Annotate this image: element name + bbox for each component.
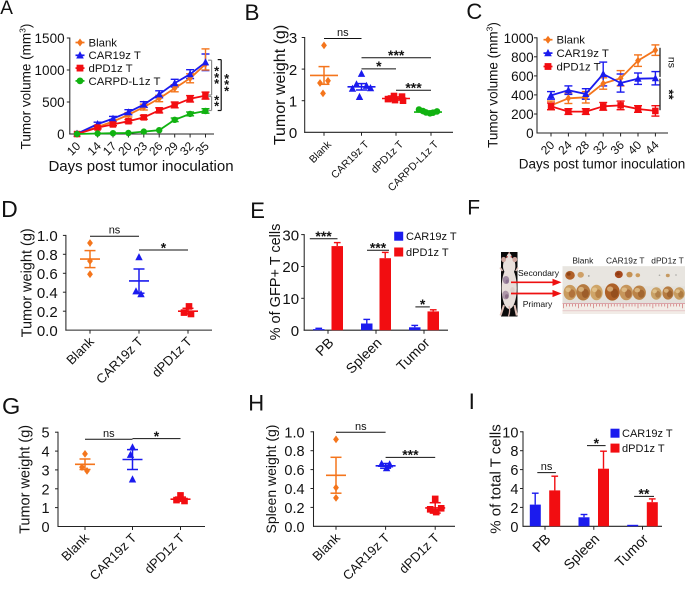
svg-text:Days post tumor inoculation: Days post tumor inoculation	[519, 157, 685, 172]
svg-text:D: D	[1, 196, 18, 222]
svg-text:0: 0	[57, 127, 65, 142]
svg-text:Tumor weight (g): Tumor weight (g)	[272, 25, 289, 145]
svg-text:30: 30	[282, 227, 299, 244]
svg-text:A: A	[0, 0, 13, 19]
svg-text:G: G	[2, 393, 20, 419]
svg-text:C: C	[466, 0, 482, 24]
svg-text:0.0: 0.0	[37, 323, 58, 340]
svg-text:**: **	[662, 89, 677, 100]
svg-text:% of GFP+ T cells: % of GFP+ T cells	[268, 224, 284, 341]
svg-text:0.8: 0.8	[284, 444, 304, 460]
svg-text:4: 4	[510, 482, 518, 498]
svg-text:6: 6	[510, 463, 518, 479]
svg-text:0: 0	[289, 125, 297, 142]
svg-text:ns: ns	[666, 57, 678, 68]
svg-text:H: H	[248, 391, 264, 416]
svg-text:dPD1z T: dPD1z T	[651, 256, 683, 266]
svg-text:5: 5	[42, 426, 50, 442]
svg-text:0.2: 0.2	[284, 501, 304, 517]
svg-text:Secondary: Secondary	[518, 268, 560, 278]
svg-text:10: 10	[502, 425, 518, 441]
svg-text:**: **	[639, 486, 650, 502]
svg-text:0: 0	[526, 126, 534, 141]
svg-text:*: *	[420, 296, 426, 312]
svg-text:800: 800	[511, 50, 534, 65]
svg-text:0.0: 0.0	[284, 520, 304, 536]
svg-text:Tumor volume (mm3): Tumor volume (mm3)	[485, 22, 501, 148]
svg-text:*: *	[594, 435, 600, 451]
svg-text:% of total T cells: % of total T cells	[488, 424, 505, 534]
svg-text:***: ***	[405, 80, 422, 96]
svg-text:ns: ns	[541, 461, 553, 473]
svg-text:Tumor volume (mm3): Tumor volume (mm3)	[18, 24, 34, 150]
svg-text:1.0: 1.0	[37, 228, 58, 245]
svg-text:400: 400	[511, 88, 534, 103]
svg-text:CAR19z T: CAR19z T	[606, 256, 644, 266]
svg-text:3: 3	[289, 30, 297, 47]
svg-text:***: ***	[315, 228, 332, 244]
svg-text:***: ***	[370, 240, 387, 256]
svg-text:*: *	[154, 428, 160, 444]
svg-text:Blank: Blank	[557, 35, 586, 47]
svg-text:dPD1z T: dPD1z T	[557, 61, 601, 73]
svg-text:CAR19z T: CAR19z T	[406, 231, 457, 243]
svg-text:0: 0	[291, 323, 299, 340]
svg-text:1: 1	[42, 501, 50, 517]
svg-text:***: ***	[388, 47, 405, 63]
svg-text:1: 1	[289, 93, 297, 110]
svg-text:dPD1z T: dPD1z T	[406, 247, 449, 259]
svg-text:10: 10	[282, 291, 299, 308]
svg-text:CARPD-L1z T: CARPD-L1z T	[89, 76, 161, 88]
svg-text:20: 20	[282, 259, 299, 276]
svg-text:0.8: 0.8	[37, 247, 58, 264]
svg-text:B: B	[245, 0, 260, 25]
svg-text:*: *	[161, 239, 167, 255]
svg-text:0: 0	[510, 520, 518, 536]
svg-text:500: 500	[42, 95, 65, 110]
svg-text:1.0: 1.0	[284, 425, 304, 441]
svg-text:Tumor weight (g): Tumor weight (g)	[18, 425, 34, 534]
svg-text:1000: 1000	[35, 63, 65, 78]
svg-text:0.6: 0.6	[37, 266, 58, 283]
svg-text:CAR19z T: CAR19z T	[557, 48, 609, 60]
svg-text:2: 2	[510, 501, 518, 517]
svg-text:0.6: 0.6	[284, 463, 304, 479]
svg-text:Spleen weight (g): Spleen weight (g)	[263, 425, 279, 534]
svg-text:ns: ns	[337, 27, 349, 39]
svg-text:2: 2	[42, 482, 50, 498]
svg-text:0.4: 0.4	[284, 482, 304, 498]
svg-text:200: 200	[511, 107, 534, 122]
svg-text:8: 8	[510, 444, 518, 460]
svg-text:1500: 1500	[35, 31, 65, 46]
svg-text:***: ***	[402, 447, 419, 463]
svg-text:2: 2	[289, 62, 297, 79]
svg-text:0: 0	[42, 520, 50, 536]
svg-text:0.4: 0.4	[37, 285, 58, 302]
svg-text:ns: ns	[355, 421, 367, 433]
svg-text:F: F	[467, 197, 480, 220]
svg-text:3: 3	[42, 463, 50, 479]
svg-text:ns: ns	[109, 225, 121, 237]
svg-text:4: 4	[42, 445, 50, 461]
svg-text:Days post tumor inoculation: Days post tumor inoculation	[48, 158, 233, 175]
svg-text:dPD1z T: dPD1z T	[89, 63, 133, 75]
svg-text:0.2: 0.2	[37, 304, 58, 321]
svg-text:Blank: Blank	[572, 256, 594, 266]
svg-text:CAR19z T: CAR19z T	[622, 428, 673, 440]
svg-text:E: E	[250, 198, 265, 223]
svg-text:Primary: Primary	[523, 299, 553, 309]
svg-text:dPD1z T: dPD1z T	[622, 443, 665, 455]
svg-text:Tumor weight (g): Tumor weight (g)	[20, 228, 36, 337]
svg-text:1000: 1000	[504, 31, 534, 46]
svg-text:CAR19z T: CAR19z T	[89, 50, 141, 62]
svg-text:600: 600	[511, 69, 534, 84]
svg-text:Blank: Blank	[89, 37, 118, 49]
svg-text:*: *	[376, 58, 382, 74]
svg-text:ns: ns	[103, 428, 115, 440]
svg-text:I: I	[469, 389, 475, 414]
